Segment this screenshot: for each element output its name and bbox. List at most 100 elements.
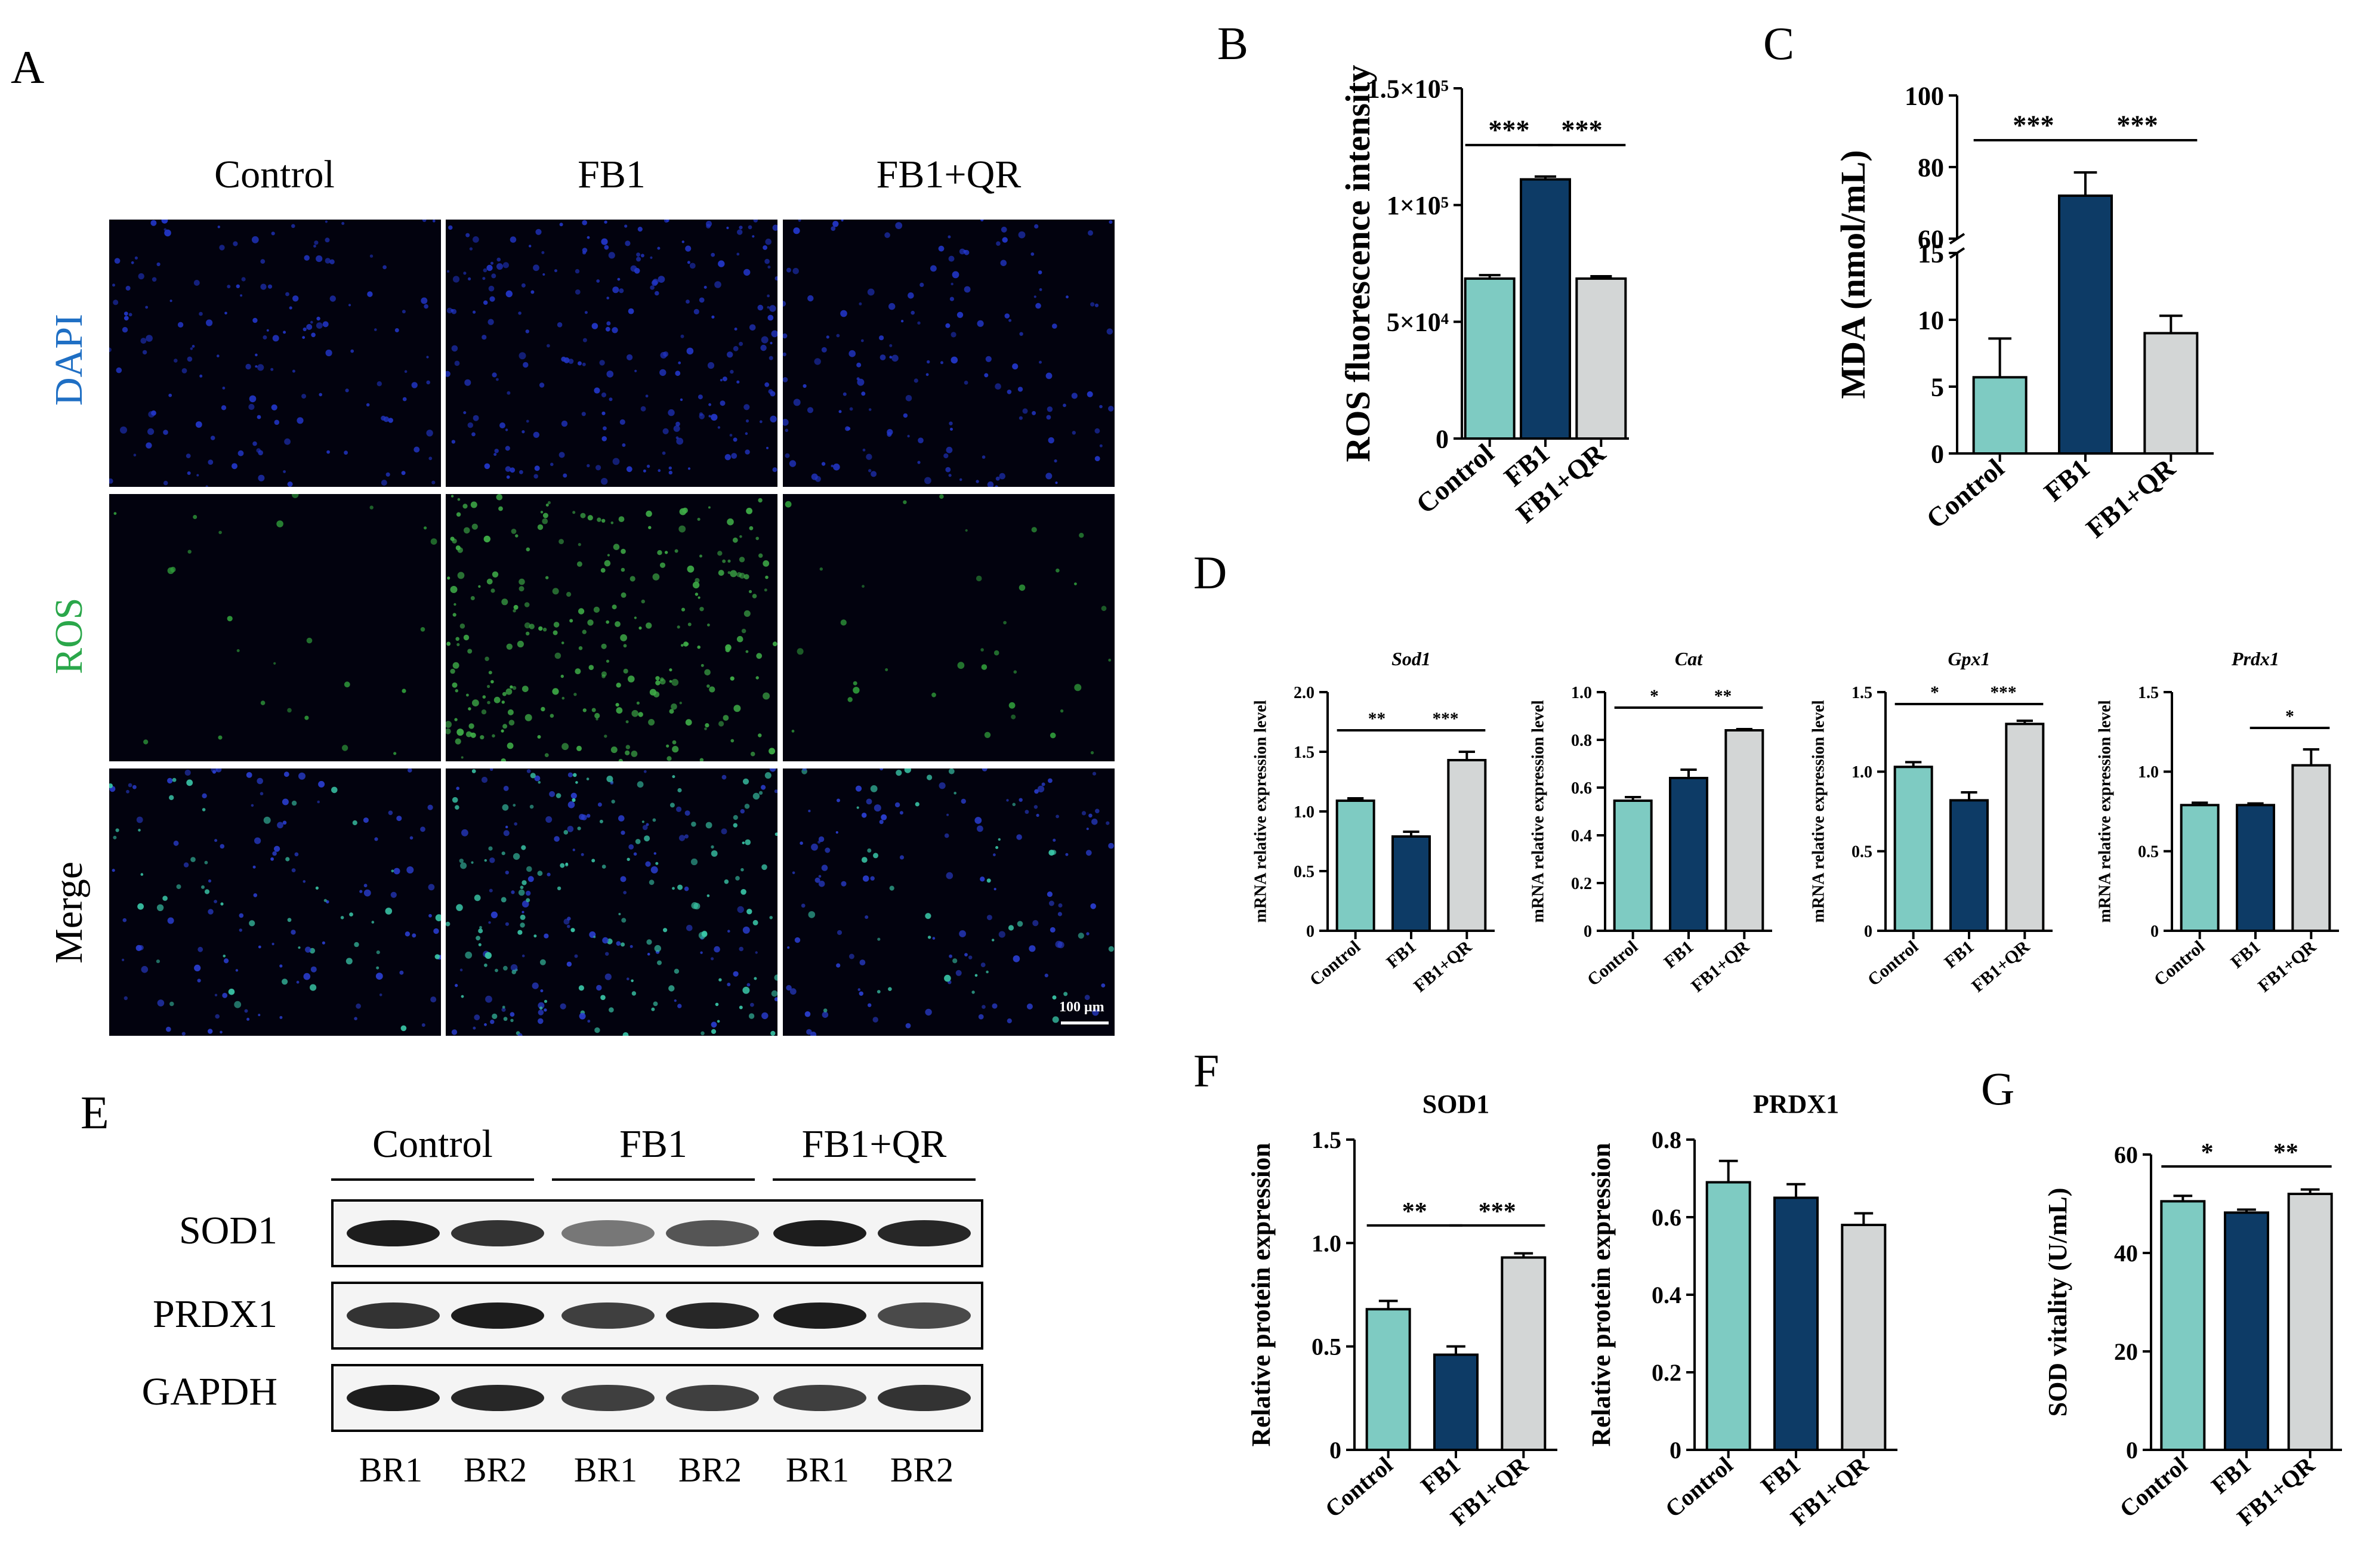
x-category-label: Control — [2150, 937, 2208, 990]
panel-letter-f: F — [1193, 1045, 1220, 1097]
micrograph-dapi-fb1qr — [783, 220, 1115, 487]
y-tick-label: 60 — [2114, 1141, 2138, 1168]
significance-label: *** — [2116, 110, 2158, 140]
wb-band — [666, 1302, 759, 1329]
y-axis-label: mRNA relative expression level — [1809, 700, 1828, 922]
y-tick-label: 0 — [1670, 1437, 1681, 1464]
y-tick-label: 1×10⁵ — [1387, 191, 1449, 220]
x-category-label: FB1 — [2206, 1451, 2255, 1499]
column-header-fb1qr: FB1+QR — [876, 153, 1022, 196]
scale-bar-label: 100 μm — [1059, 999, 1104, 1015]
y-tick-label: 60 — [1918, 224, 1944, 254]
y-tick-label: 0.6 — [1652, 1204, 1681, 1231]
y-axis-label: SOD vitality (U/mL) — [2043, 1188, 2072, 1417]
y-tick-label: 0.8 — [1571, 731, 1592, 750]
bar-control — [2160, 1200, 2206, 1451]
wb-band — [347, 1385, 440, 1411]
x-category-label: FB1 — [2227, 937, 2264, 973]
wb-band — [347, 1220, 440, 1246]
wb-band — [561, 1220, 655, 1246]
y-tick-label: 1.0 — [2138, 763, 2159, 782]
y-axis-label: Relative protein expression — [1587, 1143, 1616, 1446]
column-header-control: Control — [214, 153, 335, 196]
bar-fb1qr — [1575, 277, 1627, 440]
wb-band — [878, 1302, 971, 1329]
bar-control — [1972, 376, 2028, 455]
bar-fb1 — [1391, 835, 1431, 932]
wb-strip-prdx1 — [331, 1282, 983, 1350]
panel-letter-e: E — [81, 1087, 109, 1138]
y-axis-label: mRNA relative expression level — [1529, 700, 1547, 922]
bar-fb1qr — [2291, 764, 2331, 932]
wb-lane-3: BR1 — [573, 1450, 638, 1489]
wb-strip-gapdh — [331, 1364, 983, 1432]
x-category-label: FB1+QR — [2254, 937, 2320, 996]
bar-control — [1464, 277, 1516, 440]
bar-fb1 — [1433, 1353, 1479, 1452]
wb-group-fb1: FB1 — [619, 1122, 687, 1166]
y-tick-label: 5 — [1931, 372, 1944, 402]
y-tick-label: 0.4 — [1652, 1282, 1681, 1308]
chart-title: Gpx1 — [1948, 648, 1990, 669]
y-axis-label: mRNA relative expression level — [1251, 700, 1270, 922]
y-tick-label: 1.5×10⁵ — [1367, 74, 1449, 103]
micrograph-ros-fb1qr — [783, 494, 1115, 761]
wb-band — [878, 1385, 971, 1411]
wb-band — [451, 1220, 544, 1246]
y-axis-label: mRNA relative expression level — [2096, 700, 2114, 922]
y-axis-label: ROS fluorescence intensity — [1338, 65, 1377, 462]
bar-fb1qr — [1501, 1256, 1547, 1452]
bar-fb1qr — [1447, 759, 1487, 932]
panel-letter-g: G — [1981, 1063, 2015, 1115]
wb-band — [451, 1385, 544, 1411]
significance-label: ** — [1402, 1198, 1427, 1226]
y-tick-label: 10 — [1918, 305, 1944, 335]
significance-label: *** — [1488, 115, 1529, 145]
bar-fb1 — [2224, 1211, 2269, 1451]
x-category-label: FB1+QR — [1687, 937, 1753, 996]
y-tick-label: 5×10⁴ — [1387, 308, 1449, 337]
wb-band — [666, 1385, 759, 1411]
y-tick-label: 0.6 — [1571, 779, 1592, 798]
chart-title: PRDX1 — [1753, 1089, 1839, 1119]
wb-band — [878, 1220, 971, 1246]
y-tick-label: 0.2 — [1571, 875, 1592, 893]
bar-control — [1365, 1308, 1411, 1451]
y-tick-label: 0 — [1584, 922, 1592, 941]
column-header-fb1: FB1 — [578, 153, 646, 196]
wb-band — [561, 1302, 655, 1329]
significance-label: *** — [1432, 709, 1458, 729]
wb-label-sod1: SOD1 — [178, 1209, 277, 1252]
y-tick-label: 0 — [1329, 1437, 1341, 1464]
panel-letter-c: C — [1763, 17, 1795, 69]
significance-label: *** — [1990, 683, 2016, 702]
bar-control — [1335, 800, 1375, 932]
significance-label: *** — [1561, 115, 1602, 145]
x-category-label: FB1+QR — [1968, 937, 2033, 996]
y-tick-label: 0.8 — [1652, 1126, 1681, 1153]
micrograph-merge-control — [109, 768, 441, 1036]
y-axis-label: Relative protein expression — [1246, 1143, 1276, 1446]
x-category-label: FB1 — [2038, 453, 2095, 508]
y-tick-label: 100 — [1905, 81, 1944, 110]
y-tick-label: 20 — [2114, 1338, 2138, 1365]
y-axis-label: MDA (nmol/mL) — [1834, 150, 1872, 399]
x-category-label: FB1+QR — [1410, 937, 1476, 996]
x-category-label: FB1 — [1415, 1451, 1465, 1499]
wb-lane-5: BR1 — [785, 1450, 850, 1489]
wb-lane-1: BR1 — [359, 1450, 423, 1489]
wb-band — [561, 1385, 655, 1411]
y-tick-label: 0 — [2150, 922, 2159, 941]
wb-label-prdx1: PRDX1 — [152, 1292, 277, 1336]
bar-fb1 — [1773, 1196, 1819, 1451]
wb-bands-gapdh — [347, 1385, 971, 1411]
chart-title: SOD1 — [1422, 1089, 1489, 1119]
y-tick-label: 0 — [2126, 1437, 2138, 1464]
y-tick-label: 1.0 — [1852, 763, 1872, 782]
